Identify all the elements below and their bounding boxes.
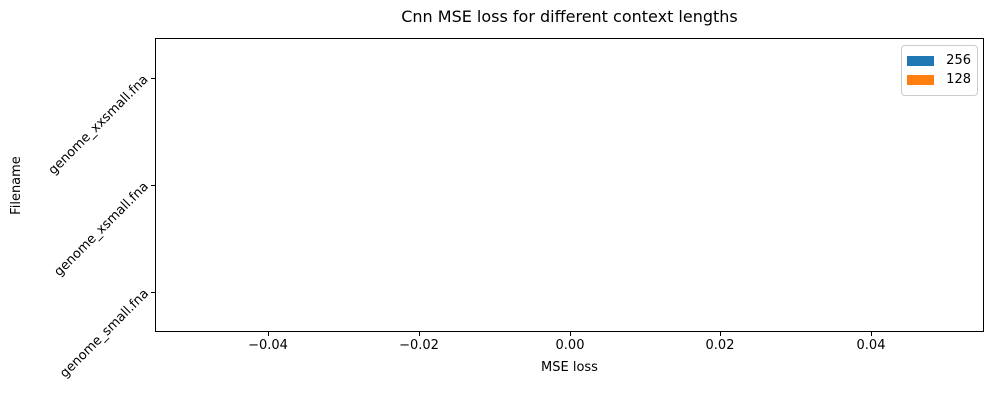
y-tick-mark — [151, 78, 155, 79]
y-axis-label-text: Filename — [8, 155, 24, 215]
y-tick-label: genome_small.fna — [57, 286, 152, 382]
x-tick-label: −0.04 — [248, 338, 288, 353]
legend-swatch-orange — [907, 75, 934, 85]
x-tick-mark — [419, 332, 420, 336]
x-tick-label: 0.00 — [555, 338, 585, 353]
x-axis-label: MSE loss — [541, 360, 598, 375]
y-tick-mark — [151, 185, 155, 186]
x-tick-mark — [720, 332, 721, 336]
x-tick-mark — [570, 332, 571, 336]
y-tick-label: genome_xxsmall.fna — [46, 72, 152, 179]
x-tick-label: −0.02 — [399, 338, 439, 353]
y-tick-label: genome_xsmall.fna — [51, 179, 152, 280]
x-tick-label: 0.04 — [856, 338, 886, 353]
legend-item-256: 256 — [907, 53, 971, 69]
legend-label: 256 — [946, 53, 971, 68]
y-axis-label: Filename — [2, 38, 30, 332]
chart-title: Cnn MSE loss for different context lengt… — [401, 7, 738, 26]
legend-swatch-blue — [907, 56, 934, 66]
legend-label: 128 — [946, 72, 971, 87]
x-tick-label: 0.02 — [705, 338, 735, 353]
plot-area — [155, 38, 984, 332]
y-tick-mark — [151, 292, 155, 293]
legend: 256 128 — [901, 45, 978, 96]
x-tick-mark — [871, 332, 872, 336]
x-tick-mark — [268, 332, 269, 336]
legend-item-128: 128 — [907, 72, 971, 88]
